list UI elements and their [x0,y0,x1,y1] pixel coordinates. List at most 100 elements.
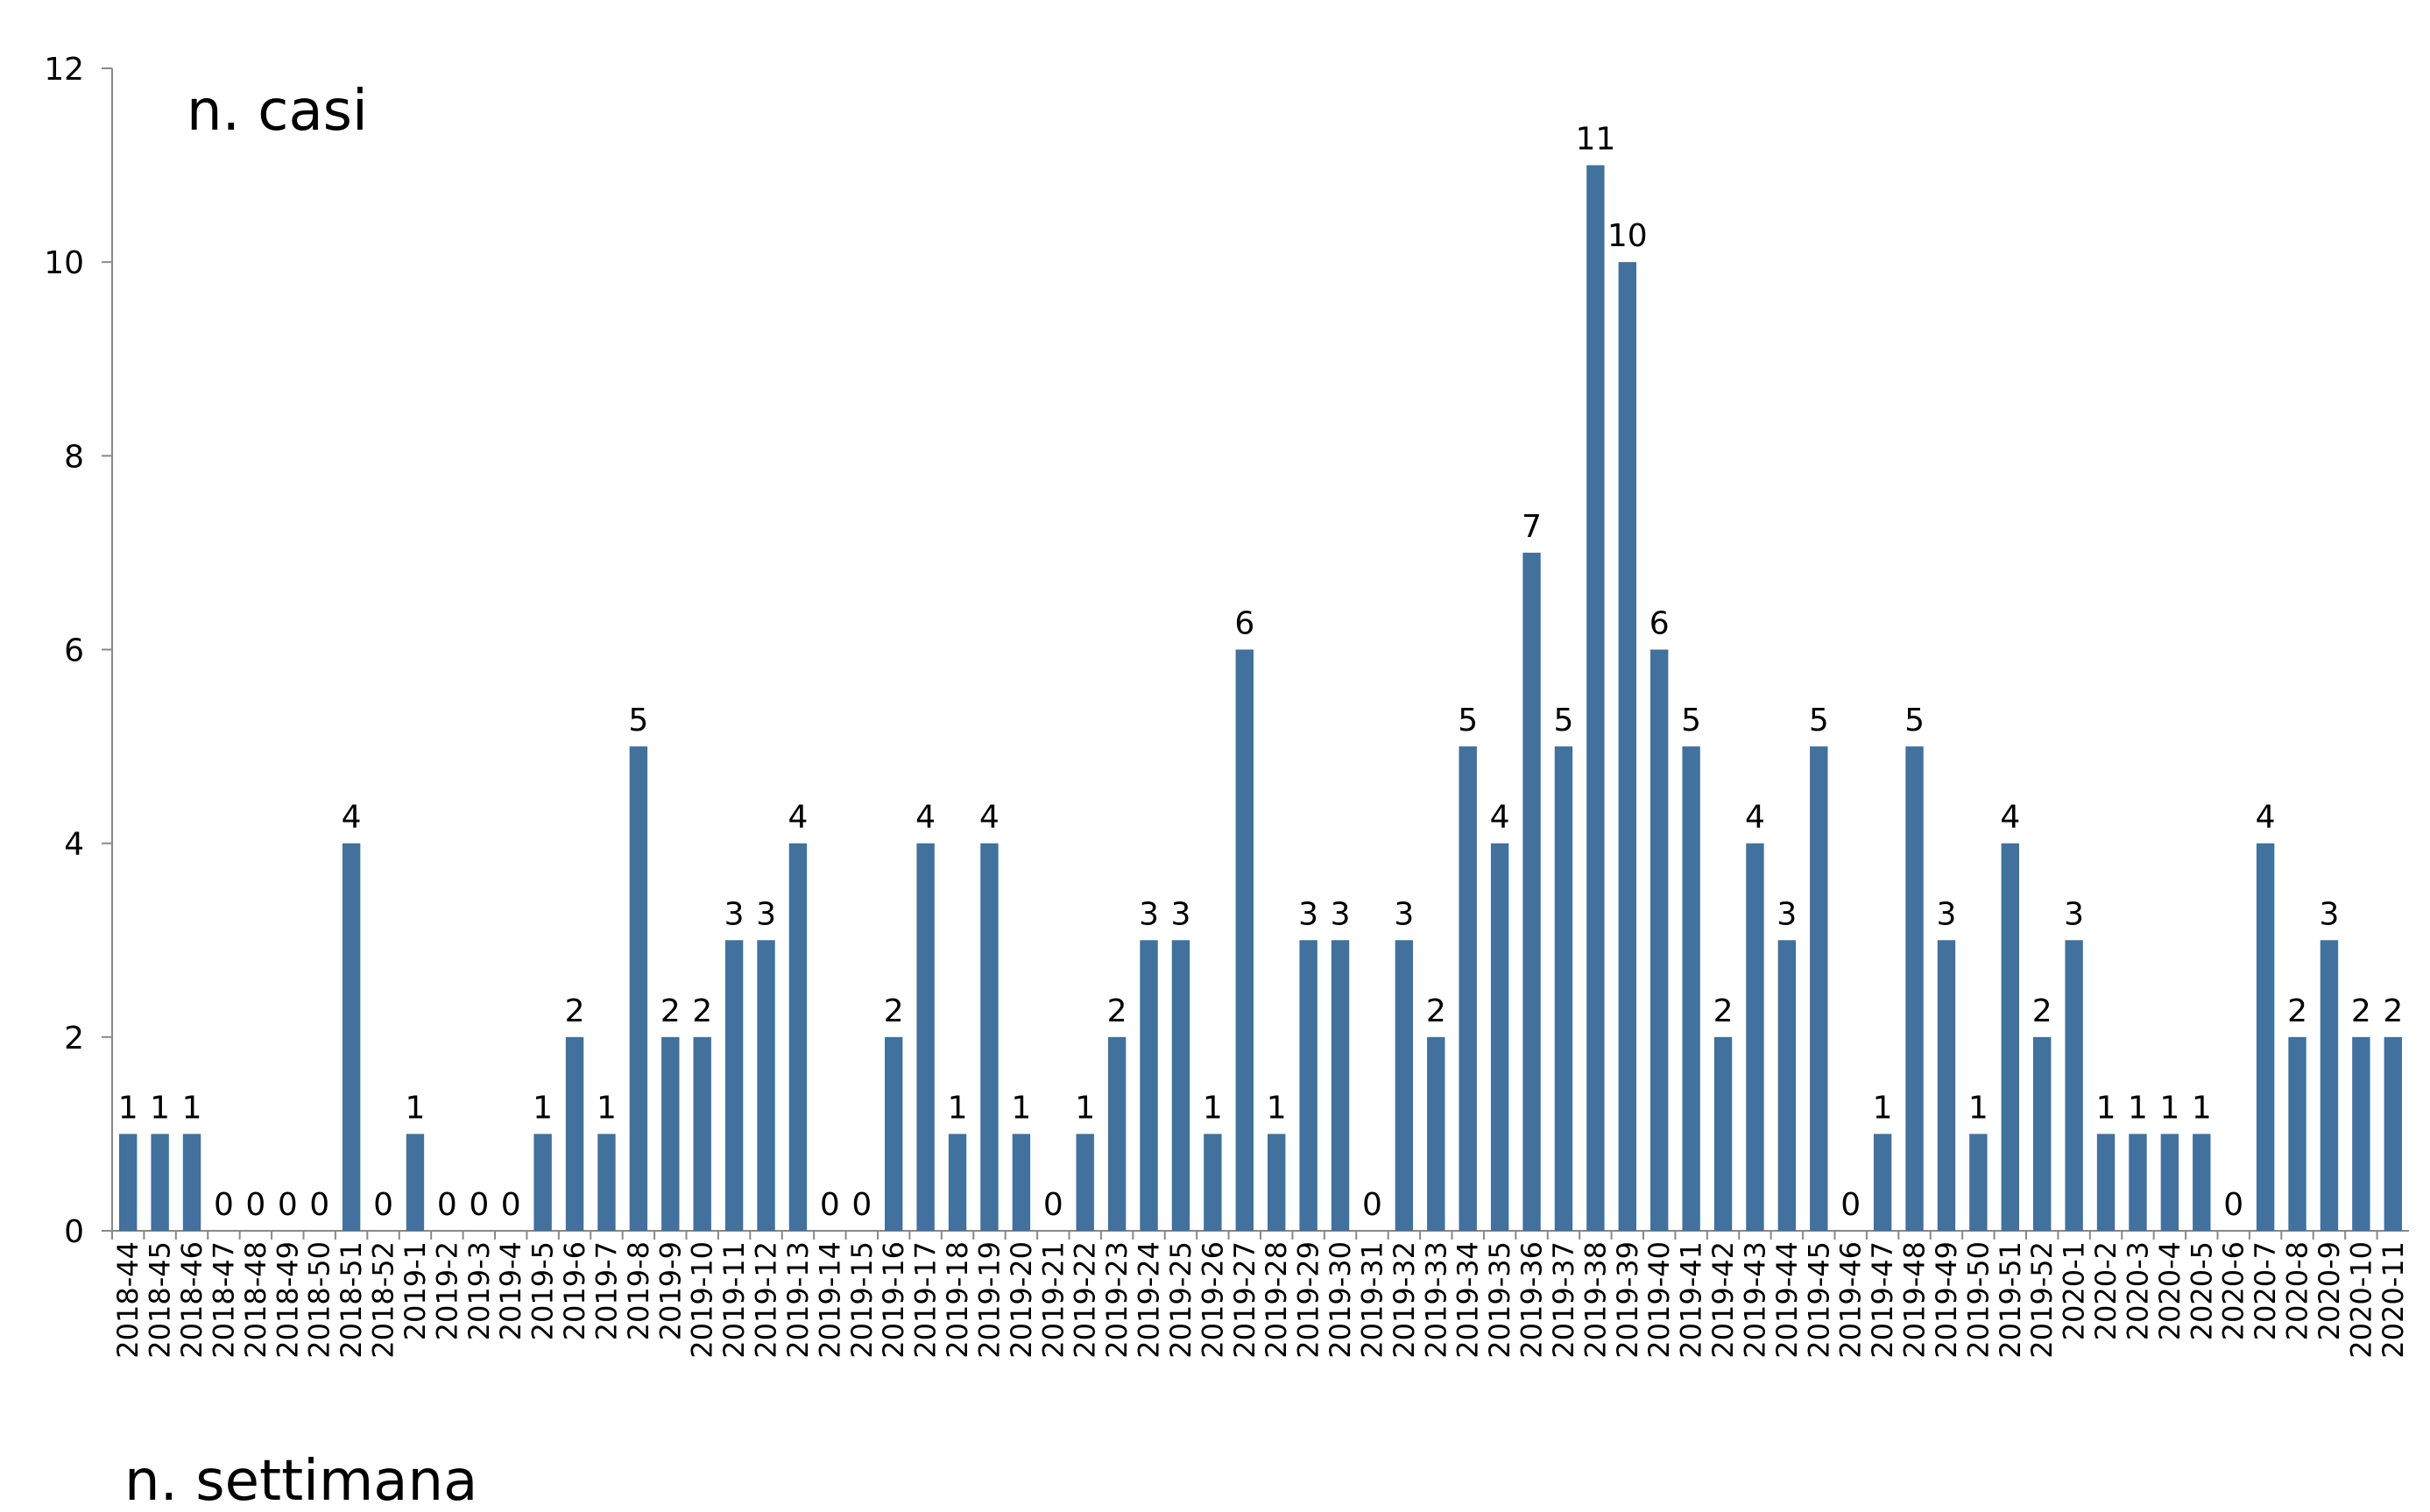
value-label: 4 [2256,800,2276,836]
value-label: 1 [1267,1090,1287,1126]
x-tick-label: 2019-51 [1994,1241,2027,1359]
bar [2129,1134,2147,1231]
x-tick-label: 2020-10 [2344,1241,2377,1359]
value-label: 2 [2383,993,2403,1029]
value-label: 0 [1043,1187,1063,1223]
x-tick-label: 2019-44 [1770,1241,1804,1359]
x-tick-label: 2019-9 [653,1241,687,1340]
x-tick-label: 2019-31 [1355,1241,1388,1359]
bar [2193,1134,2211,1231]
bar [980,843,999,1231]
bar [597,1134,616,1231]
bar [1140,940,1158,1231]
x-tick-label: 2019-52 [2025,1241,2059,1359]
bar [661,1036,680,1231]
value-label: 10 [1607,218,1648,254]
x-tick-label: 2019-23 [1100,1241,1134,1359]
bar [1554,746,1573,1231]
bar [2320,940,2339,1231]
value-label: 2 [692,993,712,1029]
x-tick-label: 2019-24 [1133,1241,1166,1359]
x-tick-label: 2019-20 [1005,1241,1038,1359]
x-tick-label: 2018-44 [111,1241,145,1359]
chart-title: n. casi [187,79,368,144]
value-label: 5 [1681,703,1701,738]
value-label: 4 [342,800,362,836]
x-tick-label: 2019-47 [1866,1241,1899,1359]
value-label: 4 [1745,800,1765,836]
value-label: 0 [469,1187,489,1223]
value-label: 5 [1554,703,1574,738]
value-label: 3 [1298,896,1318,932]
x-tick-label: 2019-22 [1069,1241,1102,1359]
bar [1012,1134,1031,1231]
value-label: 1 [182,1090,202,1126]
x-tick-label: 2019-29 [1292,1241,1325,1359]
x-tick-label: 2019-12 [750,1241,783,1359]
value-label: 2 [1107,993,1127,1029]
x-tick-label: 2019-26 [1196,1241,1229,1359]
x-tick-label: 2019-40 [1642,1241,1676,1359]
value-label: 4 [2000,800,2020,836]
x-tick-label: 2019-32 [1388,1241,1421,1359]
value-label: 5 [628,703,648,738]
x-tick-label: 2018-49 [271,1241,304,1359]
x-tick-label: 2019-17 [909,1241,943,1359]
bar [1682,746,1700,1231]
bar [1746,843,1764,1231]
x-tick-label: 2019-36 [1515,1241,1549,1359]
x-tick-label: 2019-2 [430,1241,463,1340]
value-label: 0 [214,1187,234,1223]
bar [565,1036,584,1231]
value-label: 4 [788,800,809,836]
x-tick-label: 2019-16 [877,1241,910,1359]
value-label: 3 [756,896,776,932]
x-tick-label: 2018-52 [367,1241,400,1359]
value-label: 3 [1394,896,1414,932]
x-tick-label: 2020-7 [2249,1241,2282,1340]
x-tick-label: 2019-28 [1260,1241,1293,1359]
value-label: 0 [501,1187,521,1223]
bar [1937,940,1956,1231]
value-label: 2 [565,993,585,1029]
value-label: 3 [1937,896,1957,932]
x-tick-label: 2019-18 [941,1241,974,1359]
bar [2096,1134,2116,1231]
value-label: 1 [533,1090,553,1126]
bar [2256,843,2275,1231]
value-label: 1 [1011,1090,1031,1126]
y-tick-label: 0 [64,1214,84,1250]
value-label: 3 [1139,896,1159,932]
value-label: 1 [150,1090,170,1126]
x-tick-label: 2020-6 [2217,1241,2250,1340]
bar [1107,1036,1127,1231]
value-label: 3 [724,896,745,932]
value-label: 1 [2192,1090,2212,1126]
value-label: 6 [1649,606,1670,642]
bar [1650,649,1669,1231]
value-label: 2 [2351,993,2371,1029]
bar [1905,746,1924,1231]
x-tick-label: 2018-51 [335,1241,368,1359]
bar [2352,1036,2370,1231]
bar [2288,1036,2306,1231]
value-label: 5 [1904,703,1925,738]
x-tick-label: 2020-3 [2121,1241,2154,1340]
value-label: 1 [2128,1090,2148,1126]
x-tick-label: 2019-3 [463,1241,496,1340]
value-label: 5 [1458,703,1478,738]
bar [724,940,744,1231]
bar [1713,1036,1733,1231]
value-label: 1 [2096,1090,2116,1126]
x-tick-label: 2019-19 [972,1241,1006,1359]
bar [1873,1134,1892,1231]
value-label: 0 [278,1187,298,1223]
x-tick-label: 2019-49 [1930,1241,1963,1359]
x-tick-label: 2019-8 [622,1241,655,1340]
bar [757,940,775,1231]
x-tick-label: 2019-48 [1898,1241,1932,1359]
value-label: 1 [948,1090,968,1126]
value-label: 4 [979,800,1000,836]
y-tick-label: 2 [64,1021,84,1056]
bar [2065,940,2083,1231]
